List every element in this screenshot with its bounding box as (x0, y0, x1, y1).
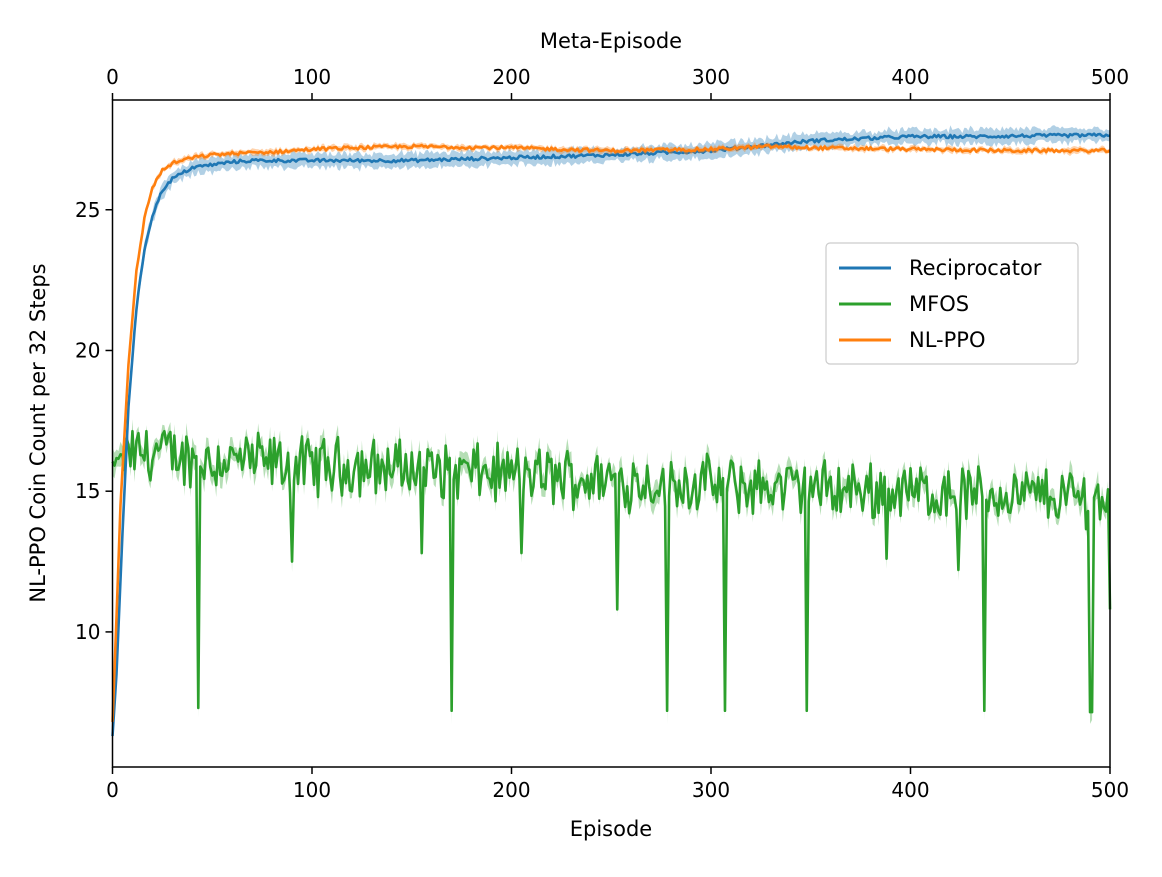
legend-label-reciprocator: Reciprocator (909, 256, 1042, 280)
x-axis-title: Episode (570, 817, 652, 841)
y-tick-label: 15 (75, 479, 100, 503)
series-line-mfos (111, 429, 1112, 714)
plot-frame (111, 99, 1111, 768)
y-tick-label: 10 (75, 620, 100, 644)
top-x-tick-label: 400 (891, 65, 929, 89)
top-x-tick-label: 0 (106, 65, 119, 89)
y-axis-title: NL-PPO Coin Count per 32 Steps (26, 263, 50, 602)
series-layer (111, 125, 1112, 745)
top-x-tick-label: 500 (1091, 65, 1129, 89)
top-x-axis-title: Meta-Episode (540, 29, 682, 53)
series-line-reciprocator (111, 132, 1111, 737)
x-tick-label: 300 (692, 778, 730, 802)
top-x-tick-label: 300 (692, 65, 730, 89)
x-tick-label: 500 (1091, 778, 1129, 802)
legend: Reciprocator MFOS NL-PPO (825, 242, 1079, 365)
top-x-tick-label: 200 (492, 65, 530, 89)
legend-label-nl-ppo: NL-PPO (909, 328, 985, 352)
x-tick-label: 0 (106, 778, 119, 802)
series-line-nl-ppo (111, 143, 1111, 723)
ticks-layer: 0 100 200 300 400 500 0 100 200 300 400 500 10 15 20 25 (75, 65, 1129, 802)
x-tick-label: 200 (492, 778, 530, 802)
legend-box (825, 242, 1079, 365)
x-tick-label: 100 (293, 778, 331, 802)
top-x-tick-label: 100 (293, 65, 331, 89)
y-tick-label: 20 (75, 338, 100, 362)
y-tick-label: 25 (75, 198, 100, 222)
legend-label-mfos: MFOS (909, 292, 969, 316)
x-tick-label: 400 (891, 778, 929, 802)
